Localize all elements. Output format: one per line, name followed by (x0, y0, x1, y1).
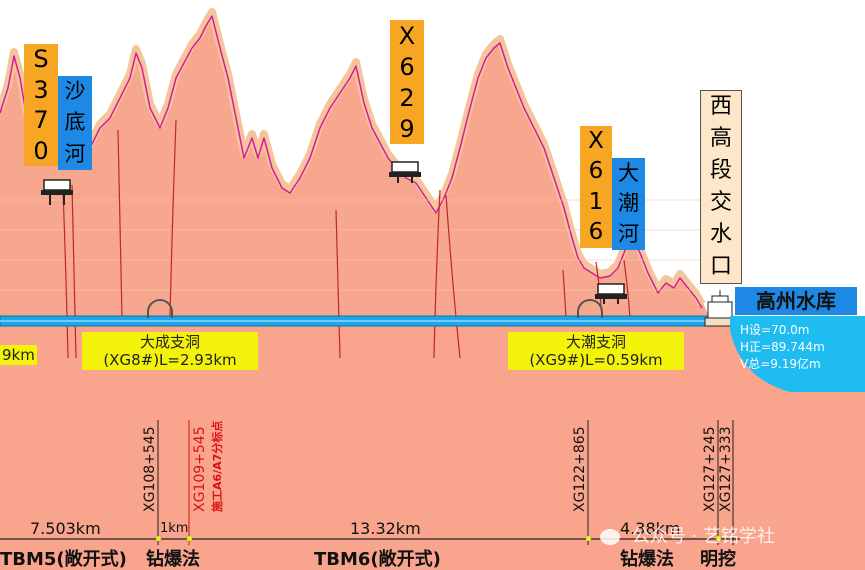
method-label: 钻爆法 (146, 549, 200, 570)
intake-label-char: 交 (709, 190, 732, 215)
road-label-s370-char: 7 (33, 106, 49, 135)
river-label-dachao-char: 大 (618, 160, 639, 185)
river-label-dachao-char: 河 (618, 222, 639, 247)
river-label-shadi-char: 河 (64, 141, 86, 166)
river-label-dachao-char: 潮 (618, 191, 639, 216)
intake-label-char: 高 (709, 126, 732, 151)
distance-label: 7.503km (30, 519, 101, 538)
chainage-ticks (157, 420, 734, 545)
method-label: 明挖 (700, 549, 736, 570)
road-label-x616-char: 6 (588, 219, 604, 246)
chainage-label: XG127+245 (702, 426, 718, 512)
road-label-x616-char: 1 (588, 188, 604, 215)
adit-label-dacheng-length: (XG8#)L=2.93km (103, 351, 237, 369)
road-label-s370-char: 0 (33, 136, 49, 165)
chainage-note: 施工A6/A7分标点 (211, 420, 224, 512)
distance-label: 1km (160, 521, 189, 536)
reservoir-volume: V总=9.19亿m (740, 357, 821, 371)
river-label-dachao: 大 潮 河 (612, 158, 645, 250)
road-label-s370-char: 3 (33, 75, 49, 104)
intake-structure-icon (704, 290, 736, 327)
baseline-markers (155, 535, 722, 542)
adit-label-dachao: 大潮支洞 (XG9#)L=0.59km (508, 332, 684, 370)
road-label-x629-char: 9 (399, 114, 415, 143)
road-crossing-s370-icon (41, 179, 73, 205)
adit-label-dacheng-name: 大成支洞 (139, 333, 200, 351)
wechat-icon (600, 529, 620, 545)
river-label-shadi: 沙 底 河 (58, 76, 92, 170)
intake-label-char: 西 (709, 94, 732, 119)
river-label-shadi-char: 沙 (64, 79, 86, 104)
watermark-text: 公众号 · 艺铭学社 (631, 526, 775, 547)
adit-label-dachao-length: (XG9#)L=0.59km (529, 351, 663, 369)
road-label-x629-char: 6 (399, 52, 415, 81)
terrain-profile (0, 8, 710, 318)
road-label-x629-char: X (398, 21, 416, 50)
road-label-x629-char: 2 (399, 83, 415, 112)
reservoir-name: 高州水库 (735, 287, 857, 315)
adit-label-dachao-name: 大潮支洞 (565, 333, 626, 351)
dachao-adit-symbol (577, 299, 603, 318)
intake-label-char: 段 (709, 158, 732, 183)
road-label-x629: X 6 2 9 (390, 20, 424, 144)
method-label: TBM5(敞开式) (0, 549, 127, 570)
road-label-s370: S 3 7 0 (24, 44, 58, 166)
road-label-x616-char: X (588, 127, 604, 154)
river-label-shadi-char: 底 (64, 110, 86, 135)
intake-label-char: 口 (709, 254, 732, 279)
fault-lines (62, 119, 631, 359)
chainage-label: XG122+865 (572, 426, 588, 512)
terrain-hatching (0, 199, 700, 291)
road-crossing-x629-icon (389, 161, 421, 183)
watermark: 公众号 · 艺铭学社 (600, 522, 775, 548)
intake-label: 西 高 段 交 水 口 (700, 90, 742, 284)
road-label-x616: X 6 1 6 (580, 126, 612, 248)
road-label-s370-char: S (33, 45, 49, 74)
method-label: 钻爆法 (620, 549, 674, 570)
dacheng-adit-symbol (147, 299, 173, 318)
distance-label: 4.38km (620, 519, 681, 538)
intake-label-char: 水 (709, 222, 732, 247)
adit-label-dacheng: 大成支洞 (XG8#)L=2.93km (82, 332, 258, 370)
chainage-label: XG108+545 (142, 426, 158, 512)
road-crossing-x616-icon (595, 283, 627, 304)
reservoir-normal-level: H正=89.744m (740, 340, 825, 354)
road-label-x616-char: 6 (588, 158, 604, 185)
terrain-outline (0, 15, 703, 309)
method-label: TBM6(敞开式) (314, 549, 441, 570)
chainage-label: XG109+545 (192, 426, 208, 512)
distance-label: 13.32km (350, 519, 421, 538)
reservoir-design-level: H设=70.0m (740, 323, 810, 337)
terrain-top-stripe (0, 8, 706, 307)
adit-label-fragment: 9km (0, 345, 37, 365)
reservoir-info: H设=70.0m H正=89.744m V总=9.19亿m (740, 322, 825, 373)
chainage-label: XG127+333 (718, 426, 734, 512)
reservoir-water (730, 316, 865, 392)
